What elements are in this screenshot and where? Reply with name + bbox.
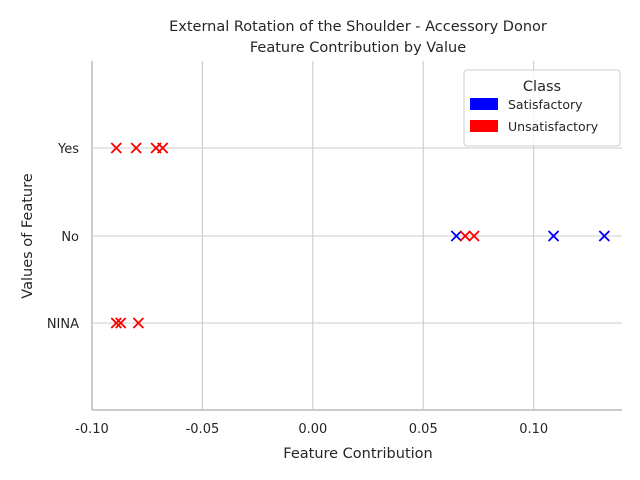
x-tick-label: 0.00 <box>298 422 327 437</box>
legend-title: Class <box>523 79 561 95</box>
x-tick-label: 0.10 <box>519 422 548 437</box>
data-point-satisfactory <box>598 230 610 242</box>
x-tick-label: -0.05 <box>186 422 220 437</box>
data-point-satisfactory <box>450 230 463 242</box>
y-tick-label: NINA <box>47 317 79 332</box>
x-tick-label: -0.10 <box>75 422 109 437</box>
data-point-unsatisfactory <box>110 142 122 154</box>
legend-swatch-unsatisfactory <box>470 120 498 132</box>
data-point-unsatisfactory <box>115 317 127 329</box>
data-points <box>110 142 610 329</box>
y-axis-ticks: Yes No NINA <box>47 142 79 332</box>
y-tick-label: Yes <box>57 142 79 157</box>
legend-label-satisfactory: Satisfactory <box>508 97 583 112</box>
x-axis-ticks: -0.10 -0.05 0.00 0.05 0.10 <box>75 422 548 437</box>
legend-swatch-satisfactory <box>470 98 498 110</box>
data-point-unsatisfactory <box>110 317 122 329</box>
data-point-unsatisfactory <box>132 317 145 329</box>
data-point-unsatisfactory <box>459 230 471 242</box>
data-point-unsatisfactory <box>157 142 169 154</box>
data-point-unsatisfactory <box>468 230 480 242</box>
x-tick-label: 0.05 <box>409 422 438 437</box>
x-axis-label: Feature Contribution <box>283 446 432 462</box>
y-axis-label: Values of Feature <box>20 173 36 298</box>
plot-frame <box>91 61 622 411</box>
legend-label-unsatisfactory: Unsatisfactory <box>508 119 599 134</box>
data-point-unsatisfactory <box>130 142 142 154</box>
chart-title: External Rotation of the Shoulder - Acce… <box>169 19 547 35</box>
y-tick-label: No <box>61 230 79 245</box>
legend: Class Satisfactory Unsatisfactory <box>463 69 621 147</box>
data-point-satisfactory <box>547 230 560 242</box>
chart-subtitle: Feature Contribution by Value <box>250 40 466 56</box>
legend-box <box>463 69 621 147</box>
